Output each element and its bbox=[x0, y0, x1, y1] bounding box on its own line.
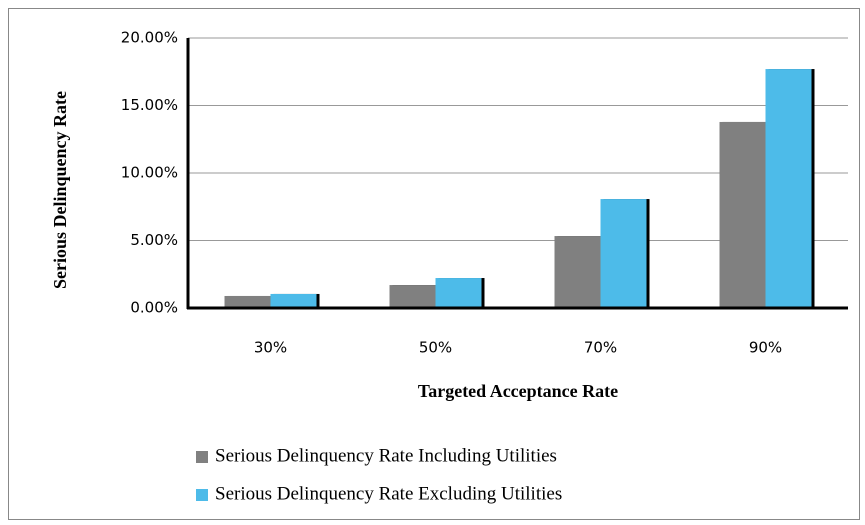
legend-swatch bbox=[196, 489, 208, 501]
legend-swatch bbox=[196, 451, 208, 463]
bar bbox=[765, 69, 812, 308]
y-tick-label: 20.00% bbox=[121, 29, 178, 47]
chart-border bbox=[8, 8, 860, 520]
y-axis-title: Serious Delinquency Rate bbox=[50, 91, 70, 289]
legend-label: Serious Delinquency Rate Excluding Utili… bbox=[215, 483, 562, 504]
bar bbox=[435, 278, 482, 308]
bar bbox=[224, 295, 271, 308]
bar bbox=[719, 121, 766, 308]
bar bbox=[554, 236, 601, 308]
x-tick-label: 50% bbox=[419, 339, 452, 357]
bar bbox=[389, 285, 436, 308]
x-tick-label: 70% bbox=[584, 339, 617, 357]
y-tick-label: 15.00% bbox=[121, 96, 178, 114]
x-tick-label: 30% bbox=[254, 339, 287, 357]
x-axis-title: Targeted Acceptance Rate bbox=[418, 381, 618, 401]
y-tick-label: 0.00% bbox=[130, 299, 178, 317]
legend-label: Serious Delinquency Rate Including Utili… bbox=[215, 445, 557, 466]
bar bbox=[270, 293, 317, 308]
y-tick-label: 5.00% bbox=[130, 231, 178, 249]
y-tick-label: 10.00% bbox=[121, 164, 178, 182]
x-tick-label: 90% bbox=[749, 339, 782, 357]
bar bbox=[600, 199, 647, 308]
